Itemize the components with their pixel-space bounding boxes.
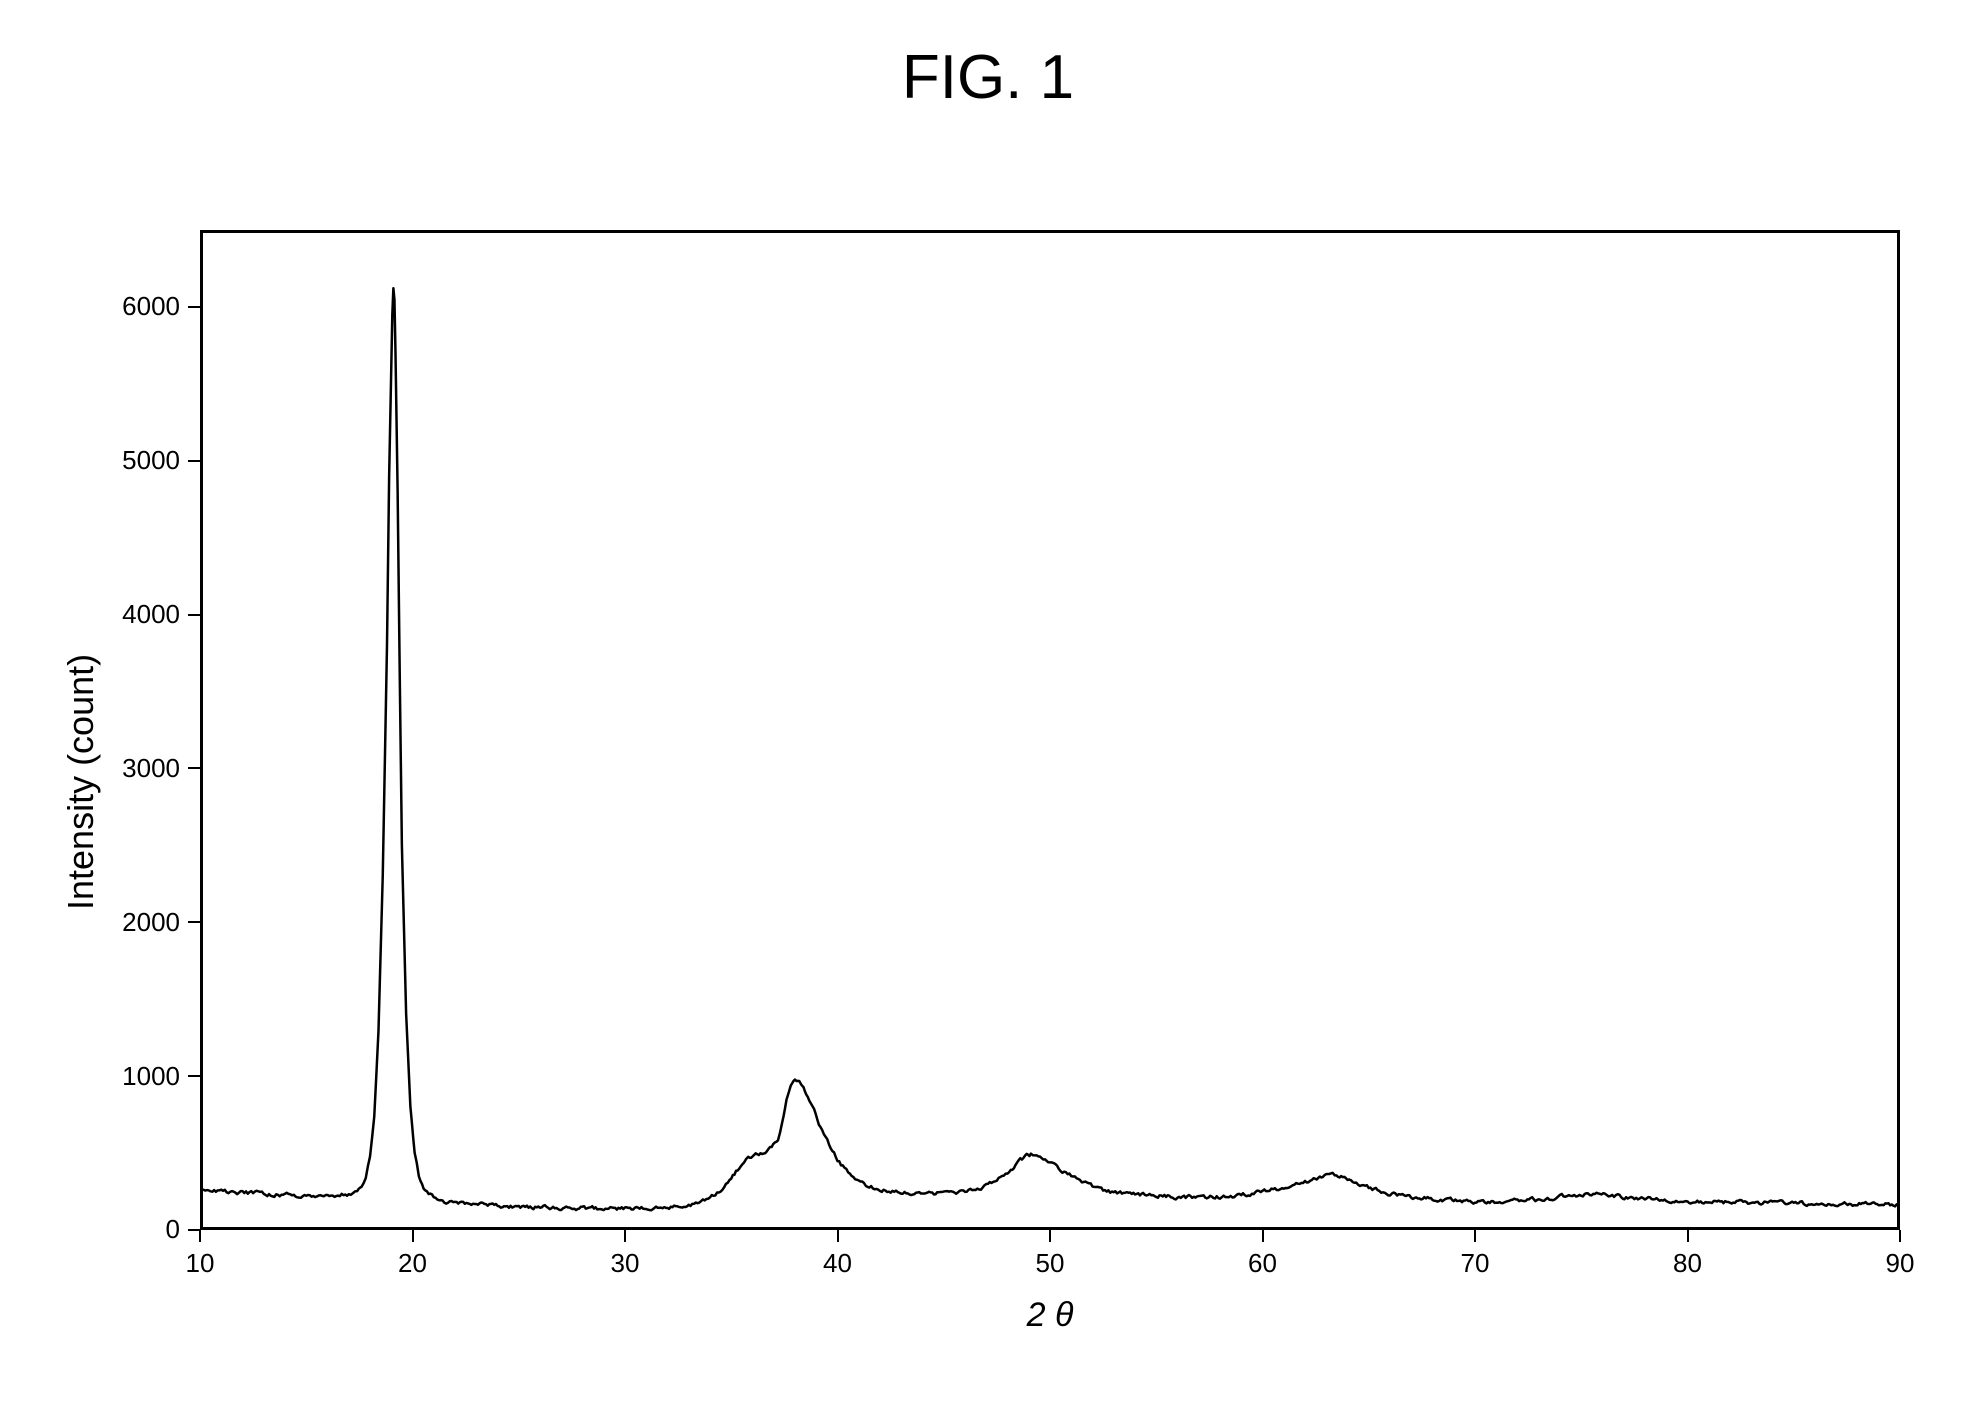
x-tick-label: 60 (1243, 1248, 1283, 1279)
x-tick-mark (1899, 1230, 1901, 1242)
x-tick-mark (1262, 1230, 1264, 1242)
y-tick-mark (188, 767, 200, 769)
y-tick-label: 4000 (122, 599, 180, 630)
y-tick-label: 0 (166, 1214, 180, 1245)
x-tick-mark (199, 1230, 201, 1242)
x-tick-mark (624, 1230, 626, 1242)
y-tick-label: 6000 (122, 291, 180, 322)
y-tick-mark (188, 306, 200, 308)
x-tick-label: 90 (1880, 1248, 1920, 1279)
x-tick-label: 30 (605, 1248, 645, 1279)
y-tick-mark (188, 1075, 200, 1077)
x-tick-label: 10 (180, 1248, 220, 1279)
y-tick-label: 5000 (122, 445, 180, 476)
x-tick-mark (1687, 1230, 1689, 1242)
x-tick-label: 40 (818, 1248, 858, 1279)
x-tick-label: 80 (1668, 1248, 1708, 1279)
y-tick-mark (188, 614, 200, 616)
x-tick-mark (837, 1230, 839, 1242)
figure-container: FIG. 1 Intensity (count) 2 θ 10203040506… (0, 0, 1976, 1408)
x-tick-mark (412, 1230, 414, 1242)
x-tick-mark (1474, 1230, 1476, 1242)
series-line (200, 288, 1900, 1210)
y-tick-label: 3000 (122, 753, 180, 784)
x-tick-label: 70 (1455, 1248, 1495, 1279)
chart-svg (0, 0, 1976, 1408)
y-tick-mark (188, 460, 200, 462)
x-tick-mark (1049, 1230, 1051, 1242)
y-tick-mark (188, 1229, 200, 1231)
y-tick-label: 2000 (122, 907, 180, 938)
y-tick-label: 1000 (122, 1061, 180, 1092)
x-tick-label: 20 (393, 1248, 433, 1279)
y-tick-mark (188, 921, 200, 923)
x-tick-label: 50 (1030, 1248, 1070, 1279)
